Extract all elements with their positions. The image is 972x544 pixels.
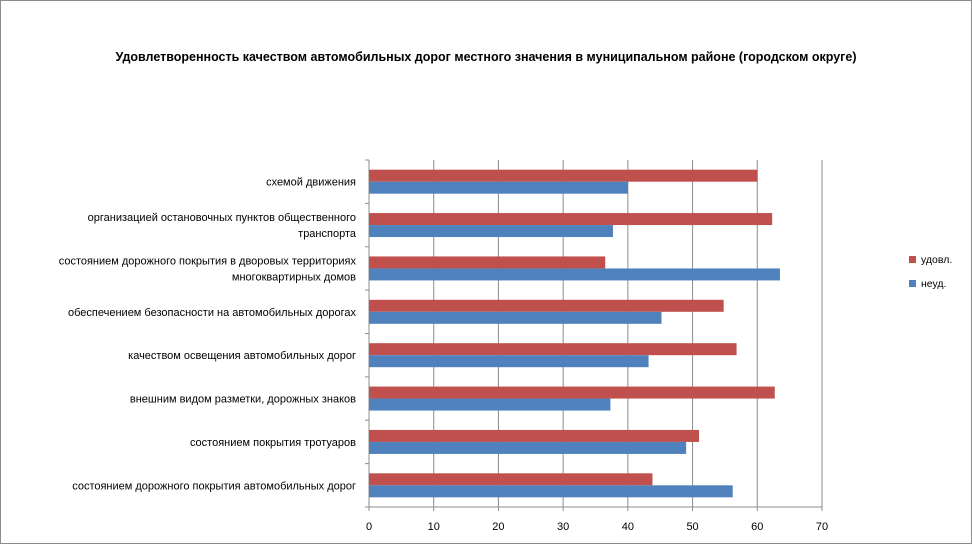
bar-udovl [369,473,653,486]
legend-label-udovl: удовл. [921,254,952,266]
bar-udovl [369,213,773,226]
category-label: состоянием покрытия тротуаров [190,437,356,449]
category-label: схемой движения [266,177,356,189]
bar-neud [369,355,649,368]
x-tick-label: 10 [428,521,440,533]
bar-neud [369,311,662,324]
category-label: внешним видом разметки, дорожных знаков [130,394,356,406]
legend-label-neud: неуд. [921,278,946,290]
x-tick-label: 30 [557,521,569,533]
bar-udovl [369,256,606,269]
category-label: состоянием дорожного покрытия автомобиль… [72,480,356,492]
bar-neud [369,181,628,194]
category-label: состоянием дорожного покрытия в дворовых… [59,255,357,267]
bar-neud [369,225,613,238]
category-label: организацией остановочных пунктов общест… [88,212,356,224]
bar-neud [369,268,780,281]
x-tick-label: 70 [816,521,828,533]
bar-neud [369,485,733,498]
x-tick-label: 0 [366,521,372,533]
category-label: качеством освещения автомобильных дорог [128,350,356,362]
category-label: транспорта [298,228,357,240]
x-tick-label: 60 [751,521,763,533]
chart-title: Удовлетворенность качеством автомобильны… [115,50,857,64]
category-label: многоквартирных домов [232,271,356,283]
legend-swatch-neud [909,280,916,287]
bar-neud [369,441,687,454]
category-label: обеспечением безопасности на автомобильн… [68,307,356,319]
bar-udovl [369,299,724,312]
bar-udovl [369,169,758,182]
bar-udovl [369,429,700,442]
bar-udovl [369,343,737,356]
legend-swatch-udovl [909,256,916,263]
x-tick-label: 40 [622,521,634,533]
bar-udovl [369,386,775,399]
x-tick-label: 50 [686,521,698,533]
x-tick-label: 20 [492,521,504,533]
bar-neud [369,398,611,411]
